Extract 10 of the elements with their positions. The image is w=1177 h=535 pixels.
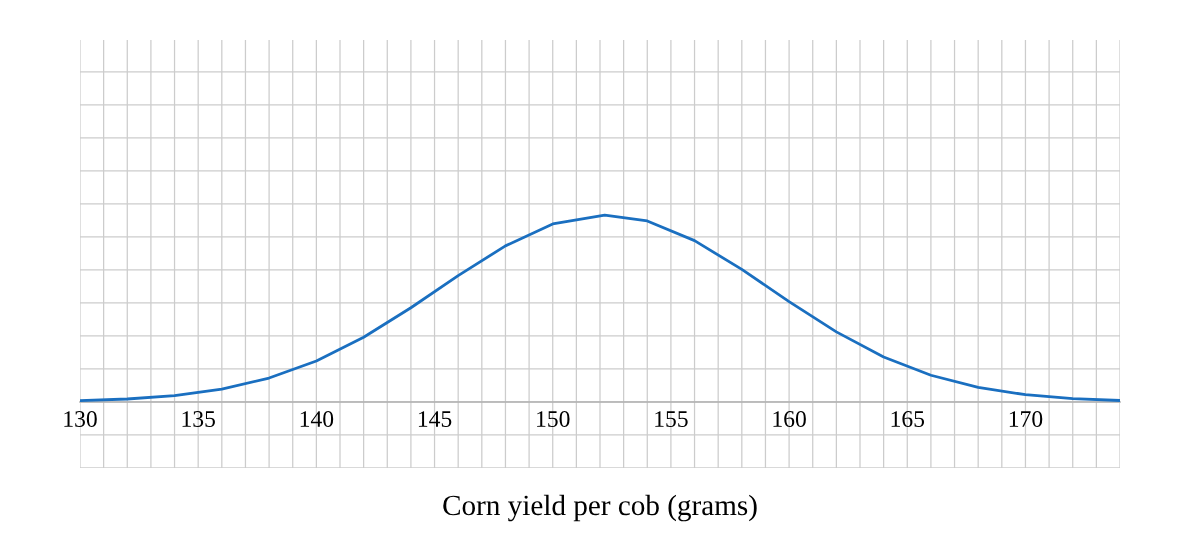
- x-tick-label: 145: [418, 411, 452, 427]
- x-tick-label: 140: [300, 411, 334, 427]
- x-tick-label: 165: [891, 411, 925, 427]
- x-axis-title: Corn yield per cob (grams): [443, 494, 757, 522]
- x-tick-label: 130: [64, 411, 97, 427]
- x-tick-label: 170: [1009, 411, 1043, 427]
- x-tick-label: 160: [773, 411, 806, 427]
- x-tick-label: 155: [655, 411, 688, 427]
- x-tick-label: 150: [537, 411, 570, 427]
- x-tick-label: 135: [182, 411, 215, 427]
